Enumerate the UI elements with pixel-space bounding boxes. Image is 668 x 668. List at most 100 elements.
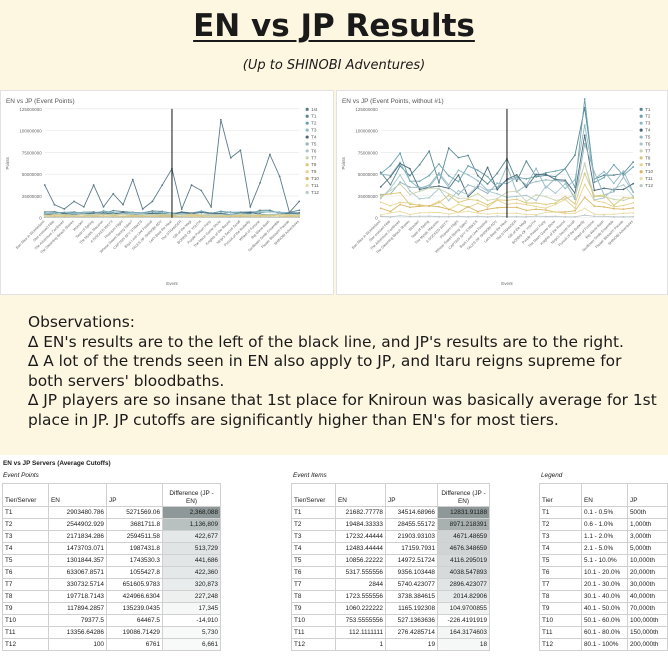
table-cell: 1165.192308 xyxy=(385,602,438,615)
series-point xyxy=(535,167,537,170)
table-header-row: Tier/Server EN JP Difference (JP - EN) xyxy=(2,483,221,507)
series-point xyxy=(593,195,596,197)
series-point xyxy=(583,98,586,100)
table-cell: 1060.222222 xyxy=(335,602,386,615)
table-row: T2 2544902.929 3681711.8 1,136,809 xyxy=(2,518,221,531)
table-cell: 112.1111111 xyxy=(335,626,386,639)
series-point xyxy=(515,198,518,201)
table-cell: 276.4285714 xyxy=(385,626,438,639)
table-cell: T9 xyxy=(291,602,336,615)
table-cell: 200,000th xyxy=(627,638,668,651)
table-row: T5 5.1 - 10.0% 10,000th xyxy=(539,554,668,567)
table-cell: 117894.2857 xyxy=(48,602,107,615)
series-point xyxy=(574,154,576,157)
series-point xyxy=(544,207,547,210)
series-point xyxy=(544,185,547,188)
series-point xyxy=(447,199,450,202)
series-point xyxy=(632,207,635,209)
table-cell: 100 xyxy=(48,638,107,651)
series-point xyxy=(554,179,557,182)
table-cell: 320,873 xyxy=(162,578,221,591)
event-points-subtitle: Event Points xyxy=(3,472,39,479)
series-point xyxy=(43,212,46,215)
table-cell: 17232.44444 xyxy=(335,530,386,543)
series-point xyxy=(438,185,440,187)
series-point xyxy=(399,165,402,167)
series-point xyxy=(632,215,635,218)
table-row: T3 17232.44444 21903.93103 4671.48659 xyxy=(291,530,490,543)
series-point xyxy=(612,198,615,201)
series-point xyxy=(515,212,518,215)
table-cell: 10.1 - 20.0% xyxy=(581,566,628,579)
series-point xyxy=(408,180,411,182)
series-point xyxy=(379,213,382,216)
series-point xyxy=(418,212,421,214)
series-point xyxy=(476,210,479,213)
table-cell: 10,000th xyxy=(627,554,668,567)
table-cell: 3,000th xyxy=(627,530,668,543)
series-point xyxy=(612,205,615,208)
table-cell: 6761 xyxy=(106,638,163,651)
table-row: T11 60.1 - 80.0% 150,000th xyxy=(539,626,668,639)
series-point xyxy=(554,170,557,173)
table-cell: T7 xyxy=(291,578,336,591)
series-point xyxy=(583,162,586,165)
series-point xyxy=(515,202,518,204)
series-point xyxy=(151,216,154,219)
series-point xyxy=(389,187,392,190)
series-point xyxy=(544,215,547,218)
series-point xyxy=(229,156,232,159)
table-cell: 5.1 - 10.0% xyxy=(581,554,628,567)
series-point xyxy=(161,216,164,219)
series-point xyxy=(399,201,402,204)
series-point xyxy=(632,211,635,214)
table-cell: 18 xyxy=(437,638,490,651)
page-subtitle: (Up to SHINOBI Adventures) xyxy=(242,58,426,73)
series-point xyxy=(438,201,440,204)
table-cell: T3 xyxy=(291,530,336,543)
series-point xyxy=(63,216,66,219)
series-point xyxy=(632,161,635,163)
series-point xyxy=(122,211,124,214)
series-point xyxy=(593,189,596,192)
legend-label: T3 xyxy=(645,121,651,126)
series-point xyxy=(583,207,586,210)
y-tick-label: 0 xyxy=(375,216,378,221)
table-cell: 17,345 xyxy=(162,602,221,615)
table-cell: T11 xyxy=(2,626,49,639)
table-cell: 3681711.8 xyxy=(106,518,163,531)
table-cell: 28455.55172 xyxy=(385,518,438,531)
series-point xyxy=(544,203,547,206)
table-cell: 21903.93103 xyxy=(385,530,438,543)
table-row: T9 117894.2857 135239.0435 17,345 xyxy=(2,602,221,615)
series-point xyxy=(408,190,411,192)
legend-marker xyxy=(305,190,309,195)
series-point xyxy=(515,215,518,218)
table-cell: T8 xyxy=(539,590,582,603)
legend-label: T6 xyxy=(311,148,317,153)
table-cell: 441,686 xyxy=(162,554,221,567)
table-cell: 2903480.786 xyxy=(48,506,107,519)
series-point xyxy=(544,211,547,214)
series-point xyxy=(399,210,402,213)
column-header: Tier/Server xyxy=(291,483,336,507)
series-point xyxy=(131,178,134,181)
table-cell: T6 xyxy=(539,566,582,579)
table-cell: 19 xyxy=(385,638,438,651)
series-point xyxy=(229,216,232,219)
series-point xyxy=(73,216,75,219)
series-point xyxy=(151,200,154,203)
legend-marker xyxy=(305,107,309,111)
table-cell: 0.1 - 0.5% xyxy=(581,506,628,519)
table-cell: 1473703.071 xyxy=(48,542,107,555)
table-cell: 633067.8571 xyxy=(48,566,107,579)
series-point xyxy=(467,173,469,176)
series-point xyxy=(467,164,469,167)
table-cell: 34514.68966 xyxy=(385,506,438,519)
table-cell: T11 xyxy=(291,626,336,639)
series-point xyxy=(467,205,469,208)
table-row: T4 1473703.071 1987431.8 513,729 xyxy=(2,542,221,555)
table-row: T12 100 6761 6,661 xyxy=(2,638,221,651)
series-point xyxy=(622,170,625,173)
series-point xyxy=(53,203,56,206)
